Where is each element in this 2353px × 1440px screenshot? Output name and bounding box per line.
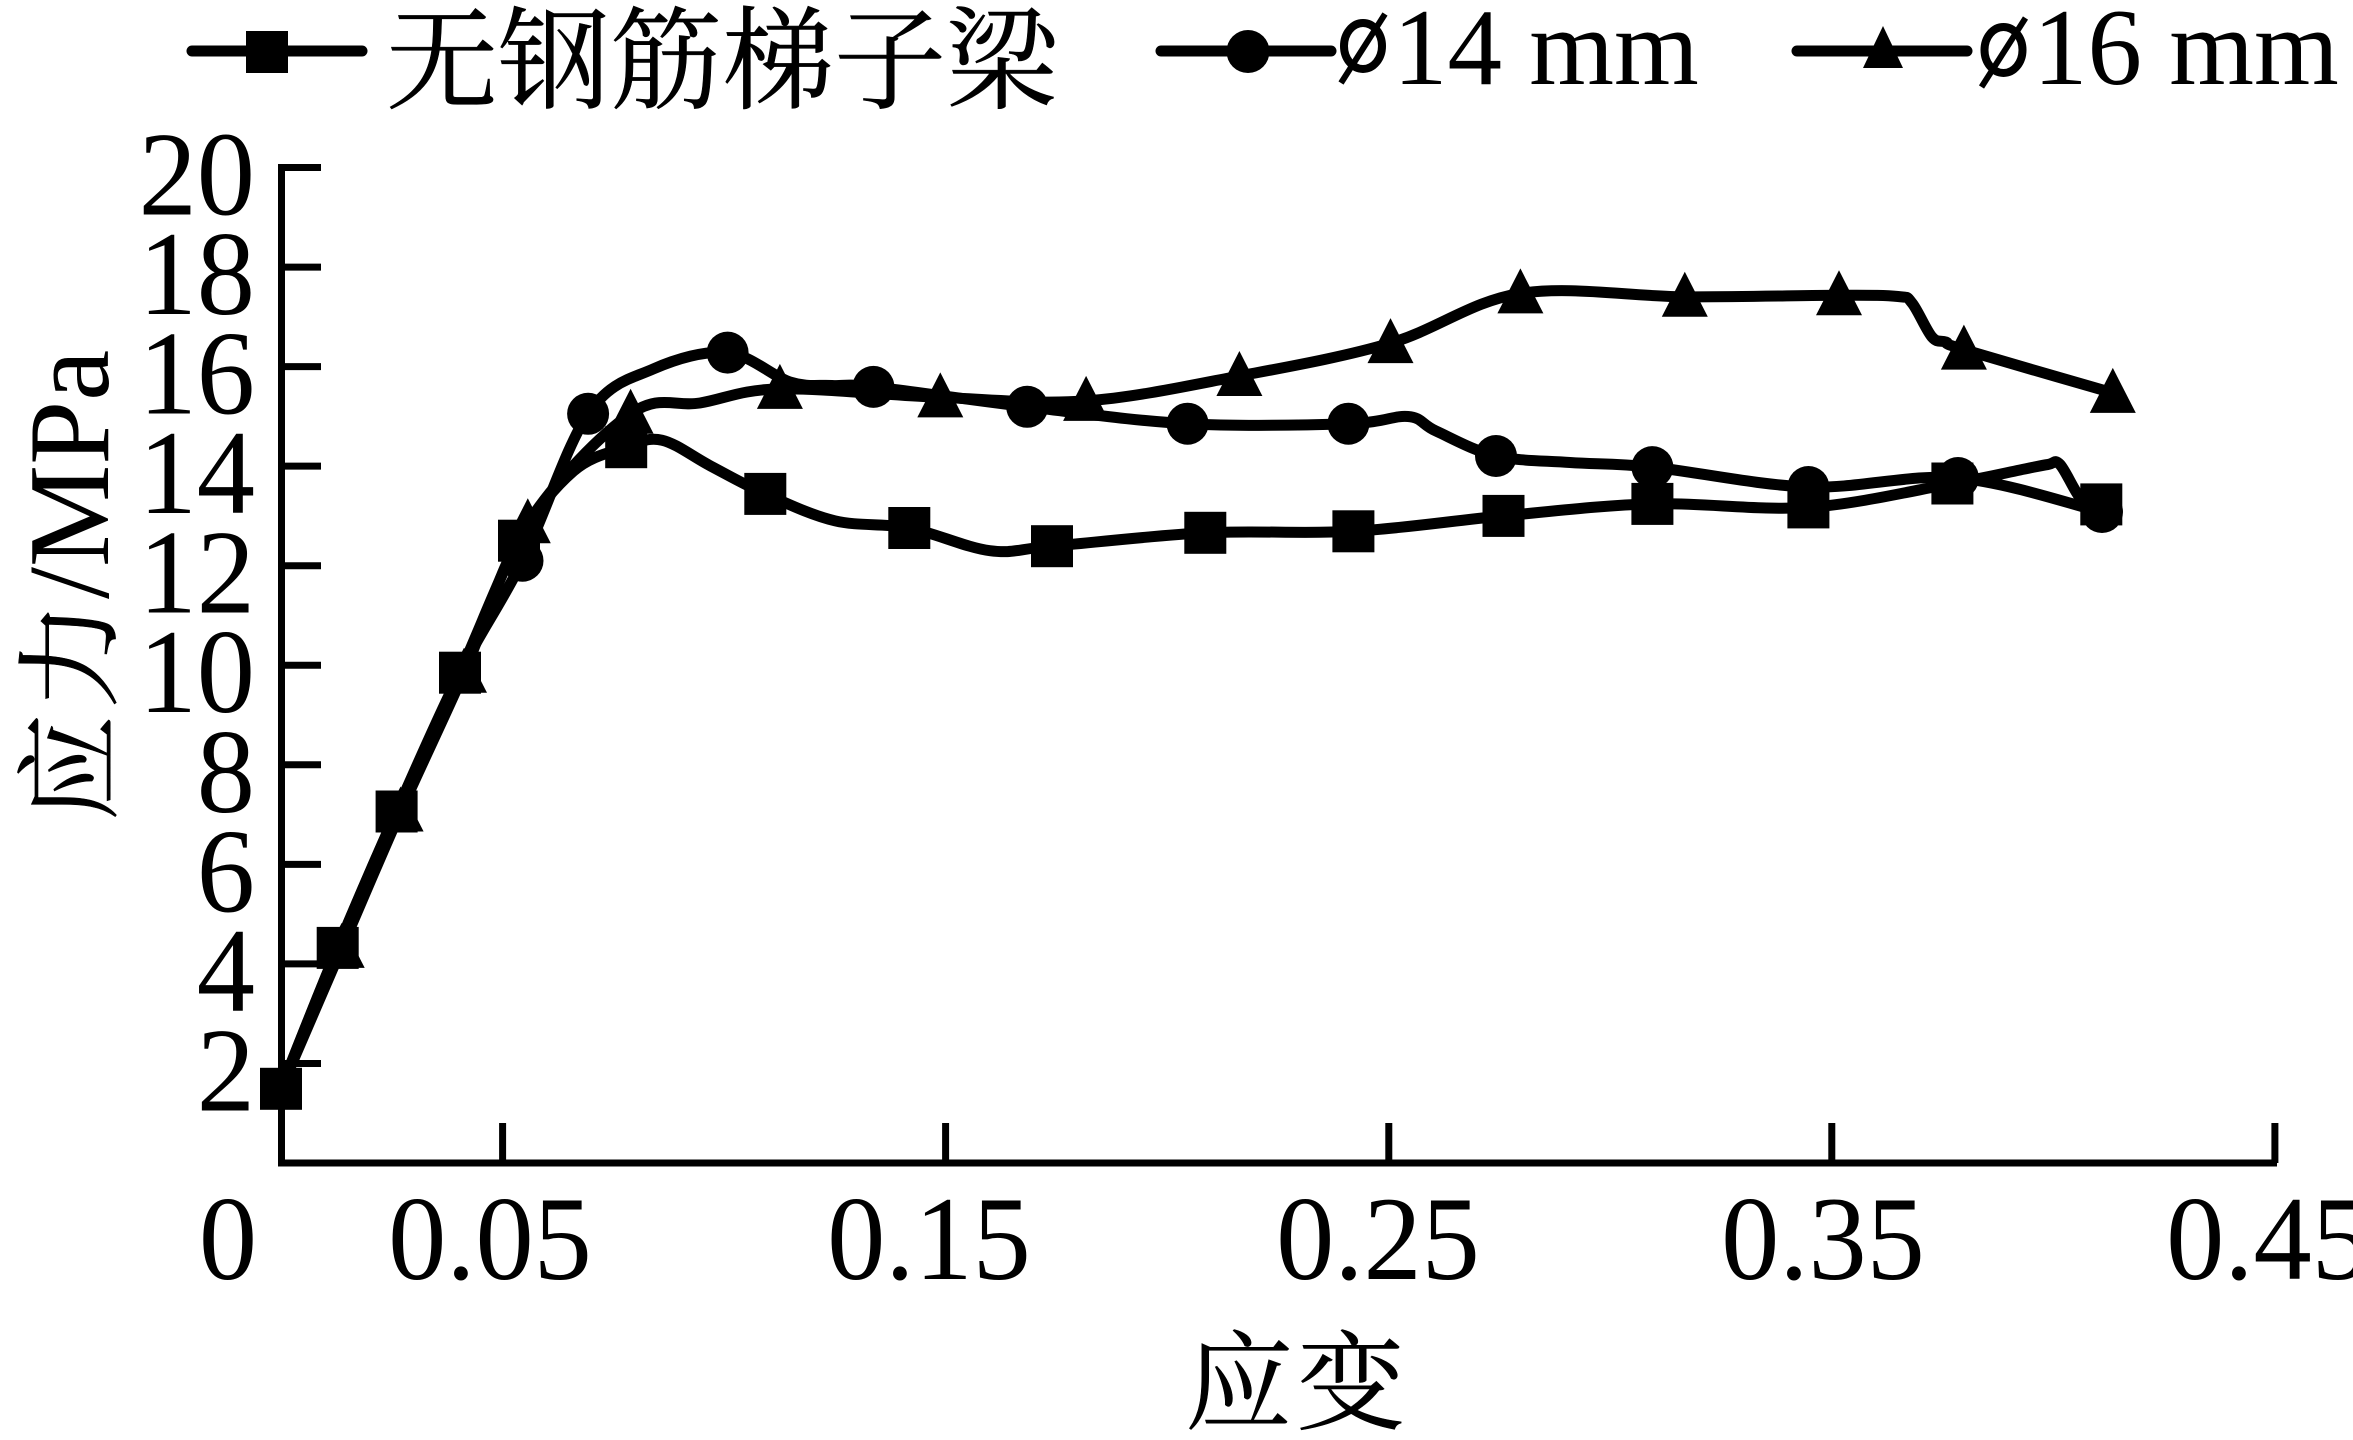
svg-text:8: 8 <box>197 705 255 838</box>
svg-text:16: 16 <box>139 307 255 440</box>
svg-text:0.45: 0.45 <box>2166 1172 2353 1305</box>
svg-text:0.25: 0.25 <box>1276 1172 1480 1305</box>
svg-text:10: 10 <box>139 606 255 739</box>
svg-text:0.15: 0.15 <box>827 1172 1031 1305</box>
svg-text:2: 2 <box>197 1004 255 1137</box>
svg-text:18: 18 <box>139 208 255 341</box>
svg-text:16 mm: 16 mm <box>2033 0 2339 108</box>
svg-text:/MPa: /MPa <box>6 350 133 599</box>
svg-text:0.35: 0.35 <box>1721 1172 1925 1305</box>
svg-text:14: 14 <box>139 407 255 540</box>
svg-text:20: 20 <box>139 108 255 241</box>
svg-text:4: 4 <box>197 904 255 1037</box>
svg-text:14 mm: 14 mm <box>1393 0 1699 108</box>
svg-text:0: 0 <box>199 1172 257 1305</box>
svg-text:6: 6 <box>197 805 255 938</box>
svg-text:0.05: 0.05 <box>388 1172 592 1305</box>
svg-text:12: 12 <box>139 506 255 639</box>
